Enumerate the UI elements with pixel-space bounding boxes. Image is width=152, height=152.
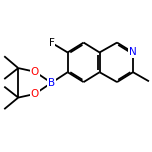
Text: N: N — [129, 47, 137, 57]
Text: O: O — [31, 89, 39, 99]
Text: O: O — [31, 67, 39, 77]
Text: F: F — [49, 38, 55, 48]
Text: B: B — [48, 78, 55, 88]
